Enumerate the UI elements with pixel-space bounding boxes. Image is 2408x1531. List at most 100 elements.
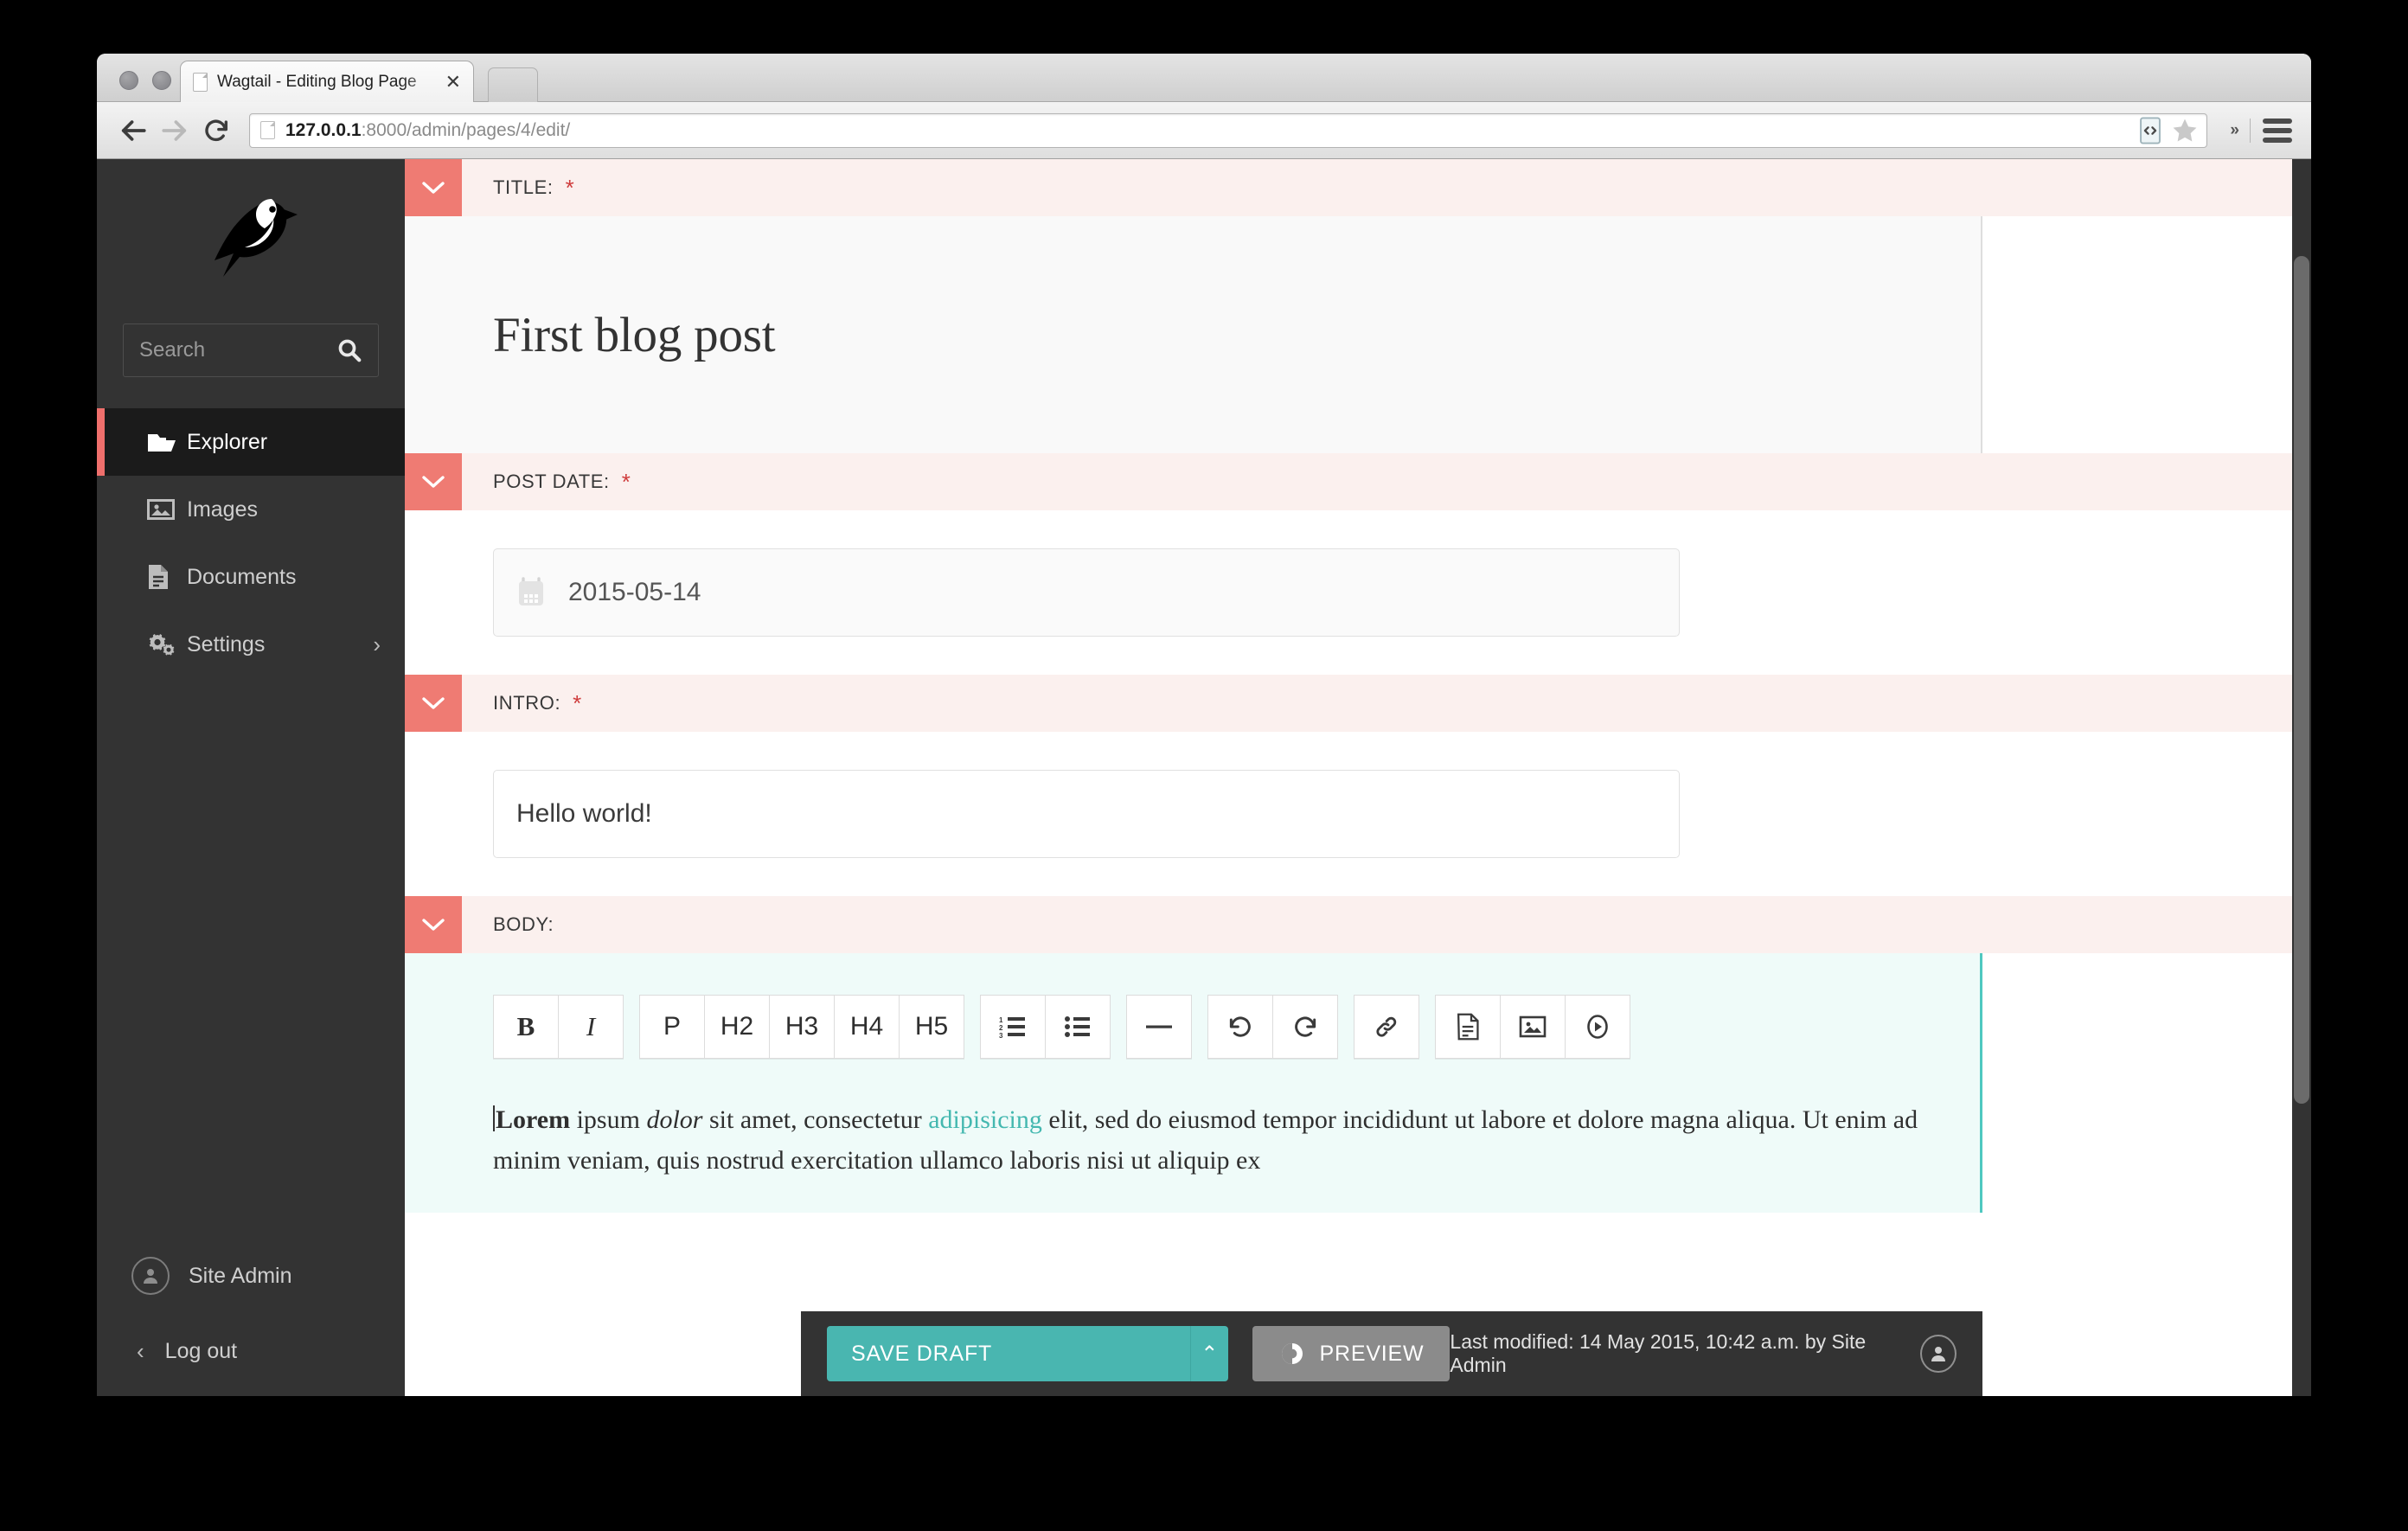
bold-button[interactable]: B: [493, 995, 559, 1059]
field-label-text: POST DATE:: [493, 471, 610, 492]
title-input[interactable]: First blog post: [405, 216, 1982, 453]
gears-icon: [147, 631, 187, 657]
insert-embed-button[interactable]: [1565, 995, 1630, 1059]
admin-sidebar: Search Explorer Images: [97, 159, 405, 1396]
link-button[interactable]: [1354, 995, 1419, 1059]
minimize-window-button[interactable]: [152, 71, 171, 90]
intro-input[interactable]: Hello world!: [493, 770, 1680, 858]
sidebar-item-images[interactable]: Images: [97, 476, 405, 543]
svg-text:3: 3: [999, 1032, 1003, 1040]
italic-button[interactable]: I: [558, 995, 624, 1059]
logout-label: Log out: [164, 1338, 238, 1363]
sidebar-item-label: Images: [187, 496, 258, 522]
paragraph-button[interactable]: P: [639, 995, 705, 1059]
rte-button-group: [1435, 995, 1630, 1059]
chevron-left-icon: ‹: [137, 1337, 144, 1364]
save-draft-button[interactable]: SAVE DRAFT ⌃: [827, 1326, 1228, 1381]
sidebar-logout[interactable]: ‹ Log out: [97, 1313, 405, 1389]
sidebar-item-label: Settings: [187, 631, 266, 657]
svg-text:2: 2: [999, 1024, 1003, 1032]
page-scrollbar-thumb[interactable]: [2294, 256, 2309, 1104]
field-label-body: BODY:: [462, 896, 554, 953]
text-caret: [493, 1105, 495, 1131]
insert-document-button[interactable]: [1435, 995, 1501, 1059]
post-date-input[interactable]: 2015-05-14: [493, 548, 1680, 637]
field-header-body: BODY:: [405, 896, 2311, 953]
url-host: 127.0.0.1: [285, 119, 362, 140]
field-label-intro: INTRO: *: [462, 675, 582, 732]
close-window-button[interactable]: [119, 71, 138, 90]
reload-icon[interactable]: [195, 110, 237, 151]
forward-arrow-icon[interactable]: [154, 110, 195, 151]
horizontal-rule-button[interactable]: [1126, 995, 1192, 1059]
browser-window: Wagtail - Editing Blog Page ✕ 127.0.0.1:…: [97, 54, 2311, 1396]
toolbar-overflow-button[interactable]: »: [2230, 120, 2239, 139]
post-date-value: 2015-05-14: [568, 578, 701, 606]
tab-title: Wagtail - Editing Blog Page: [217, 72, 417, 91]
sidebar-footer: Site Admin ‹ Log out: [97, 1239, 405, 1396]
collapse-toggle-title[interactable]: [405, 159, 462, 216]
sidebar-item-explorer[interactable]: Explorer: [97, 408, 405, 476]
body-text-3: elit, sed do eiusmod tempor incididunt u…: [493, 1105, 1918, 1175]
field-header-title: TITLE: *: [405, 159, 2311, 216]
required-marker: *: [621, 469, 631, 495]
field-gutter: [1982, 953, 2311, 1213]
svg-text:1: 1: [999, 1016, 1003, 1024]
wagtail-bird-logo[interactable]: [97, 159, 405, 323]
star-icon[interactable]: [2170, 116, 2200, 145]
unordered-list-button[interactable]: [1045, 995, 1111, 1059]
field-label-text: INTRO:: [493, 692, 561, 714]
browser-tab[interactable]: Wagtail - Editing Blog Page ✕: [180, 61, 474, 102]
heading-4-button[interactable]: H4: [834, 995, 900, 1059]
user-avatar-icon: [131, 1257, 170, 1295]
eye-icon: [1278, 1340, 1306, 1368]
heading-2-button[interactable]: H2: [704, 995, 770, 1059]
toolbar-divider: [2250, 118, 2251, 143]
required-marker: *: [565, 175, 575, 201]
form-action-bar: SAVE DRAFT ⌃ PREVIEW Last modified: 14 M…: [801, 1311, 1982, 1396]
page-scrollbar[interactable]: [2292, 159, 2311, 1396]
hamburger-menu-icon[interactable]: [2263, 118, 2292, 143]
code-page-icon[interactable]: [2137, 116, 2163, 145]
heading-3-button[interactable]: H3: [769, 995, 835, 1059]
menu-line: [2263, 127, 2292, 133]
page-viewport: Search Explorer Images: [97, 159, 2311, 1396]
heading-5-button[interactable]: H5: [899, 995, 964, 1059]
new-tab-button[interactable]: [488, 67, 538, 102]
collapse-toggle-postdate[interactable]: [405, 453, 462, 510]
close-icon[interactable]: ✕: [445, 70, 461, 93]
save-draft-label: SAVE DRAFT: [827, 1326, 1190, 1381]
edit-page-form: TITLE: * First blog post POST DATE: *: [405, 159, 2311, 1396]
url-text: 127.0.0.1:8000/admin/pages/4/edit/: [285, 120, 2130, 141]
field-gutter: [1982, 216, 2311, 453]
field-label-text: TITLE:: [493, 176, 554, 198]
required-marker: *: [573, 690, 582, 716]
undo-button[interactable]: [1207, 995, 1273, 1059]
save-draft-dropdown-toggle[interactable]: ⌃: [1190, 1326, 1228, 1381]
rte-button-group: [1207, 995, 1338, 1059]
redo-button[interactable]: [1272, 995, 1338, 1059]
preview-button[interactable]: PREVIEW: [1252, 1326, 1451, 1381]
rich-text-editor[interactable]: B I P H2 H3 H4 H5 1 2 3 Lorem ipsum dolor sit ame…: [405, 953, 1982, 1213]
search-input[interactable]: Search: [123, 323, 379, 377]
search-icon[interactable]: [336, 337, 362, 363]
field-header-intro: INTRO: *: [405, 675, 2311, 732]
back-arrow-icon[interactable]: [112, 110, 154, 151]
collapse-toggle-body[interactable]: [405, 896, 462, 953]
body-bold-word: Lorem: [496, 1105, 571, 1134]
folder-open-icon: [147, 431, 187, 453]
collapse-toggle-intro[interactable]: [405, 675, 462, 732]
sidebar-item-documents[interactable]: Documents: [97, 543, 405, 611]
field-label-title: TITLE: *: [462, 159, 574, 216]
sidebar-item-settings[interactable]: Settings ›: [97, 611, 405, 678]
sidebar-user[interactable]: Site Admin: [97, 1239, 405, 1313]
rich-text-content[interactable]: Lorem ipsum dolor sit amet, consectetur …: [493, 1100, 1980, 1181]
menu-line: [2263, 137, 2292, 143]
body-link[interactable]: adipisicing: [928, 1105, 1042, 1134]
address-bar[interactable]: 127.0.0.1:8000/admin/pages/4/edit/: [249, 112, 2208, 148]
field-body-title: First blog post: [405, 216, 2311, 453]
insert-image-button[interactable]: [1500, 995, 1566, 1059]
preview-label: PREVIEW: [1319, 1341, 1425, 1366]
chevron-right-icon: ›: [373, 631, 381, 657]
